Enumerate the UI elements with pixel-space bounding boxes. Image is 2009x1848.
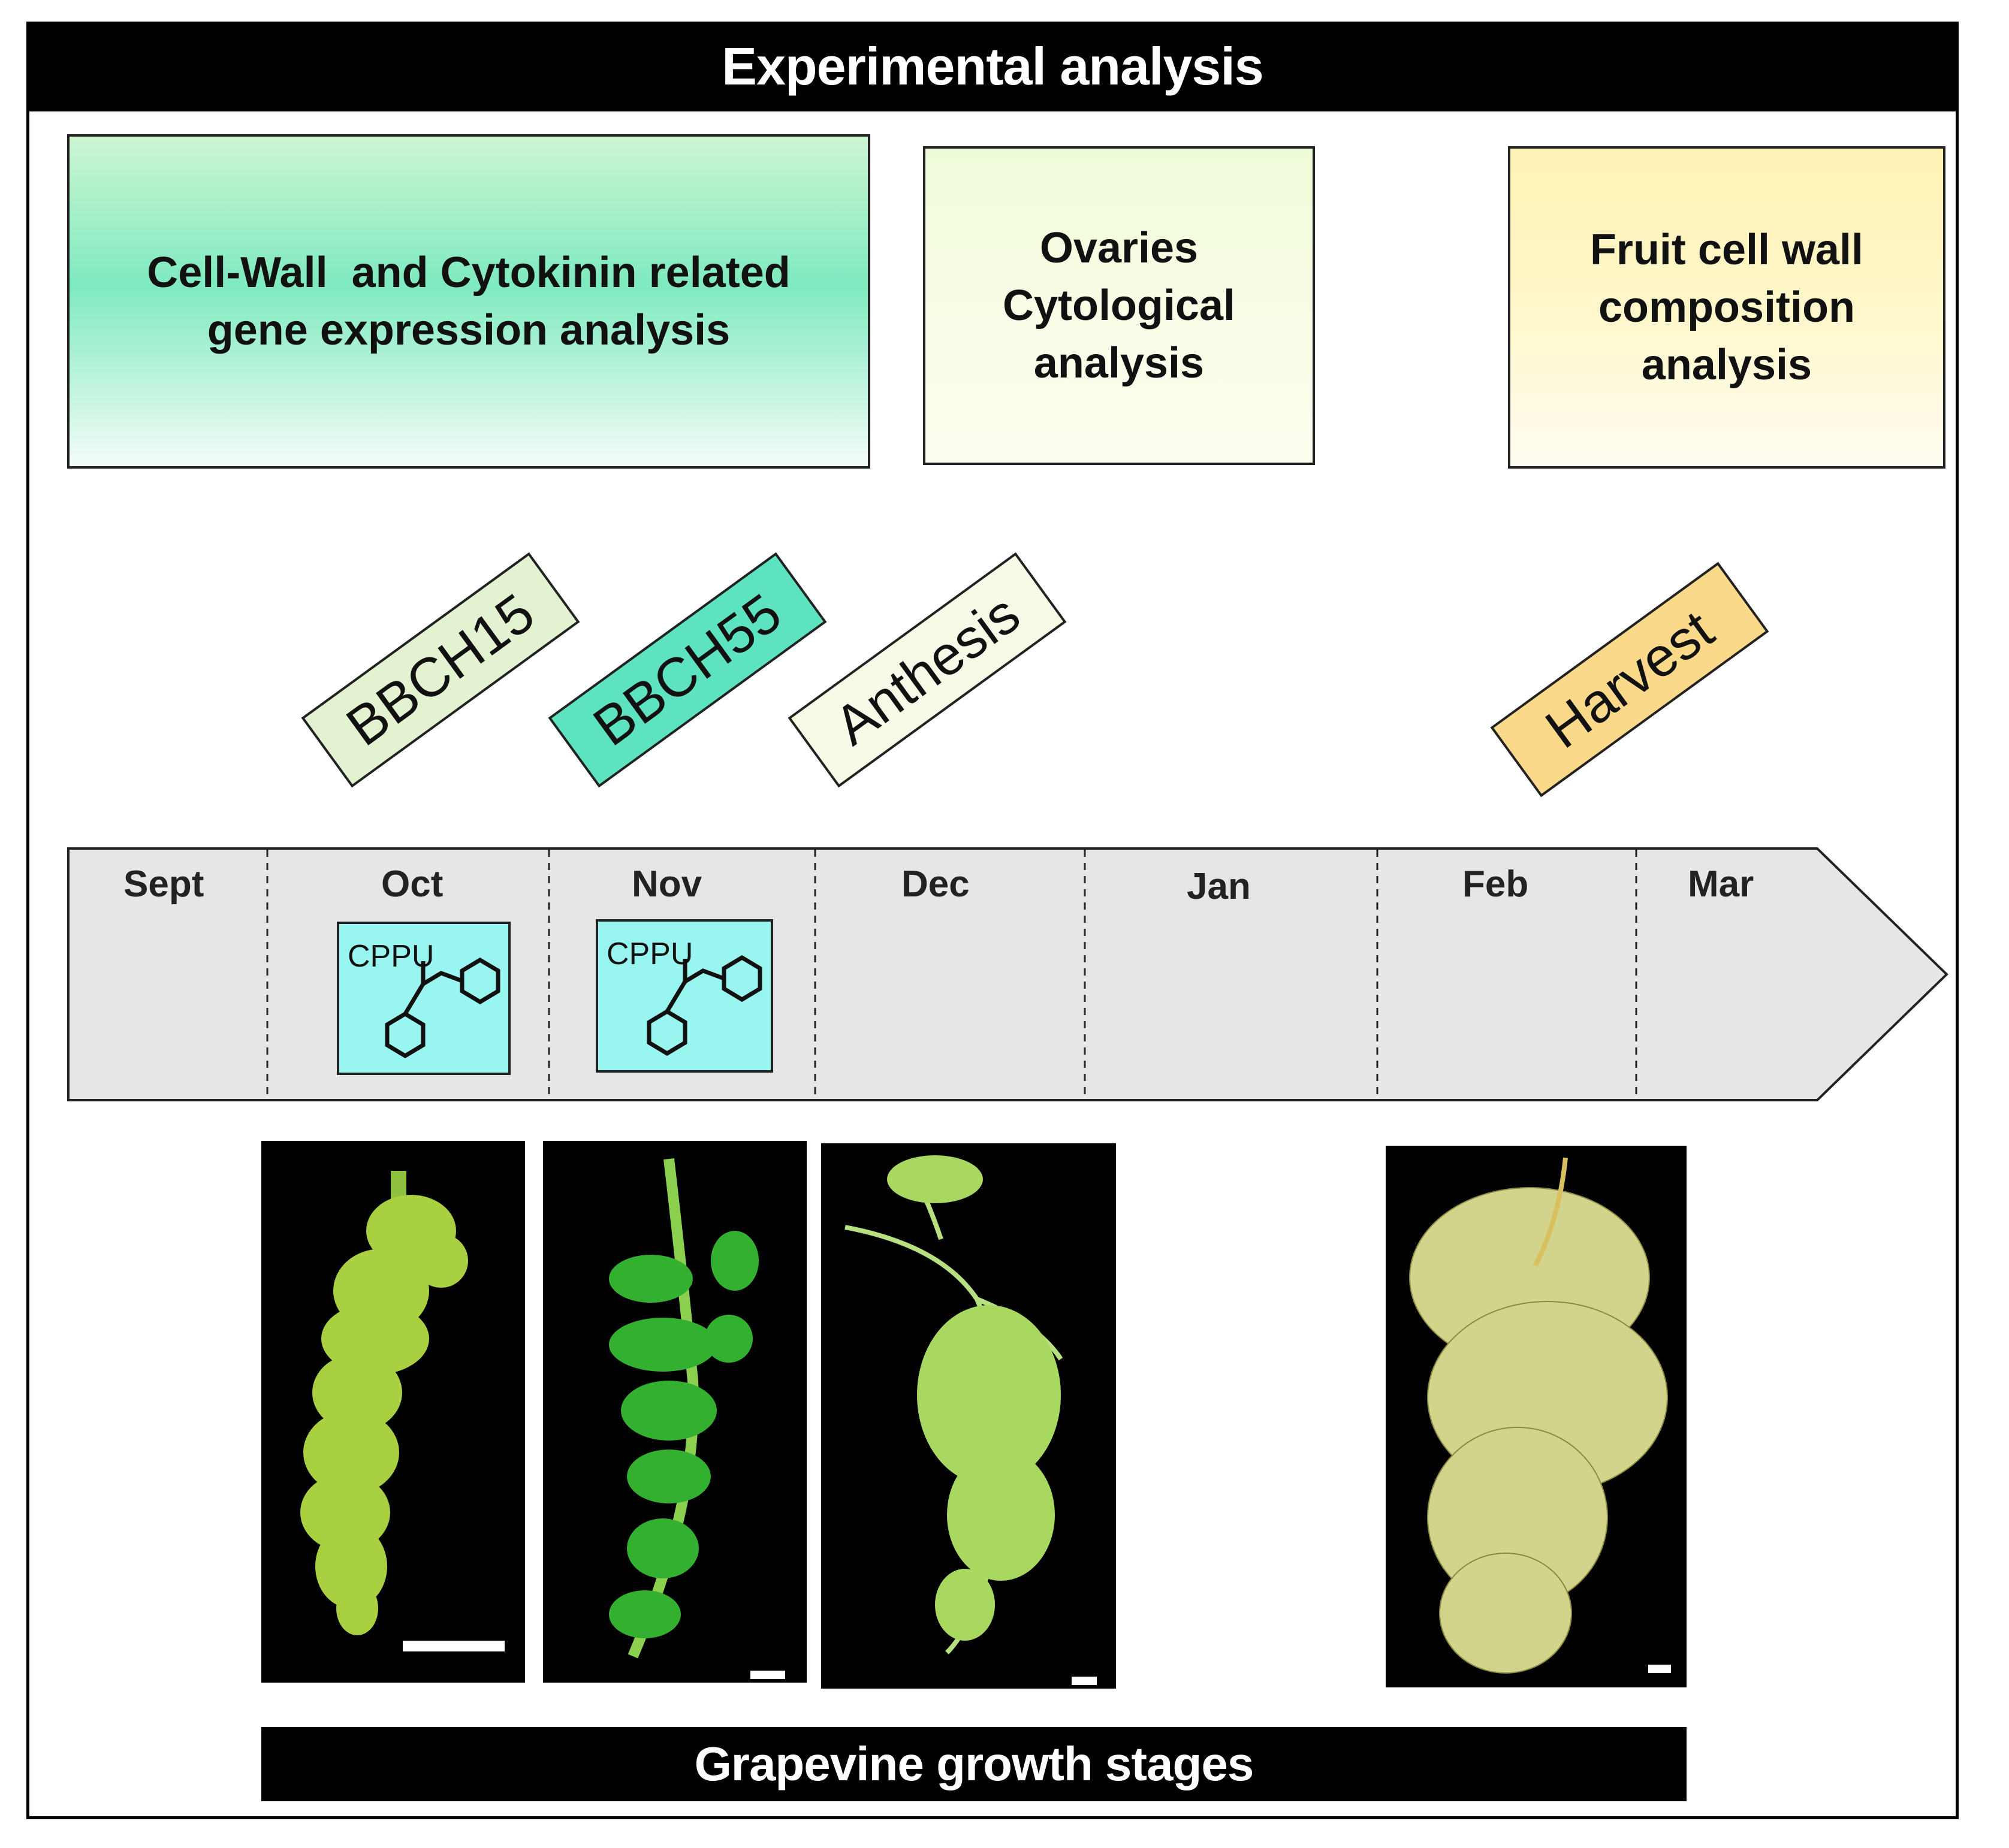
photo-bbch55-inflorescence [543, 1141, 807, 1683]
month-jan: Jan [1187, 866, 1251, 907]
photo-bbch15-inflorescence [261, 1141, 525, 1683]
scale-bar [1072, 1677, 1097, 1685]
cppu-treatment-nov: CPPU [596, 919, 773, 1073]
month-nov: Nov [632, 863, 702, 905]
cppu-label: CPPU [348, 939, 435, 974]
box-line: Cell-Wall and Cytokinin related [147, 249, 791, 297]
experimental-analysis-title: Experimental analysis [26, 22, 1959, 111]
grape-bunch-harvest-image [1409, 1157, 1671, 1674]
scale-bar [750, 1671, 785, 1679]
grape-cluster-bbch55-image [609, 1158, 785, 1679]
gene-expression-analysis-box: Cell-Wall and Cytokinin related gene exp… [67, 134, 870, 469]
month-sept: Sept [123, 863, 204, 905]
box-line: analysis [1033, 339, 1205, 387]
scale-bar [1648, 1665, 1671, 1673]
ovaries-cytological-analysis-box: Ovaries Cytological analysis [923, 146, 1315, 465]
grapevine-growth-stages-footer: Grapevine growth stages [261, 1727, 1687, 1801]
month-feb: Feb [1462, 863, 1529, 905]
month-mar: Mar [1688, 863, 1754, 905]
box-line: Cytological [1002, 282, 1236, 330]
scale-bar [403, 1641, 505, 1651]
month-oct: Oct [381, 863, 444, 905]
cppu-structure-icon [385, 957, 500, 1059]
footer-text: Grapevine growth stages [694, 1737, 1254, 1790]
cppu-treatment-oct: CPPU [337, 922, 511, 1075]
box-line: Fruit cell wall [1589, 226, 1864, 274]
title-text: Experimental analysis [722, 37, 1263, 96]
grape-cluster-bbch15-image [300, 1171, 505, 1651]
fruit-cell-wall-analysis-box: Fruit cell wall composition analysis [1508, 146, 1945, 469]
grape-cluster-anthesis-image [844, 1155, 1097, 1685]
photo-anthesis-inflorescence [821, 1143, 1116, 1689]
timeline-arrow [67, 847, 1948, 1101]
photo-harvest-bunch [1386, 1146, 1687, 1687]
timeline-arrow-shape [67, 847, 1948, 1101]
month-dec: Dec [901, 863, 970, 905]
box-line: composition [1598, 283, 1855, 331]
box-line: gene expression analysis [207, 306, 731, 354]
cppu-label: CPPU [607, 937, 693, 971]
cppu-structure-icon [647, 955, 762, 1056]
box-line: analysis [1641, 341, 1812, 389]
box-line: Ovaries [1039, 224, 1199, 272]
